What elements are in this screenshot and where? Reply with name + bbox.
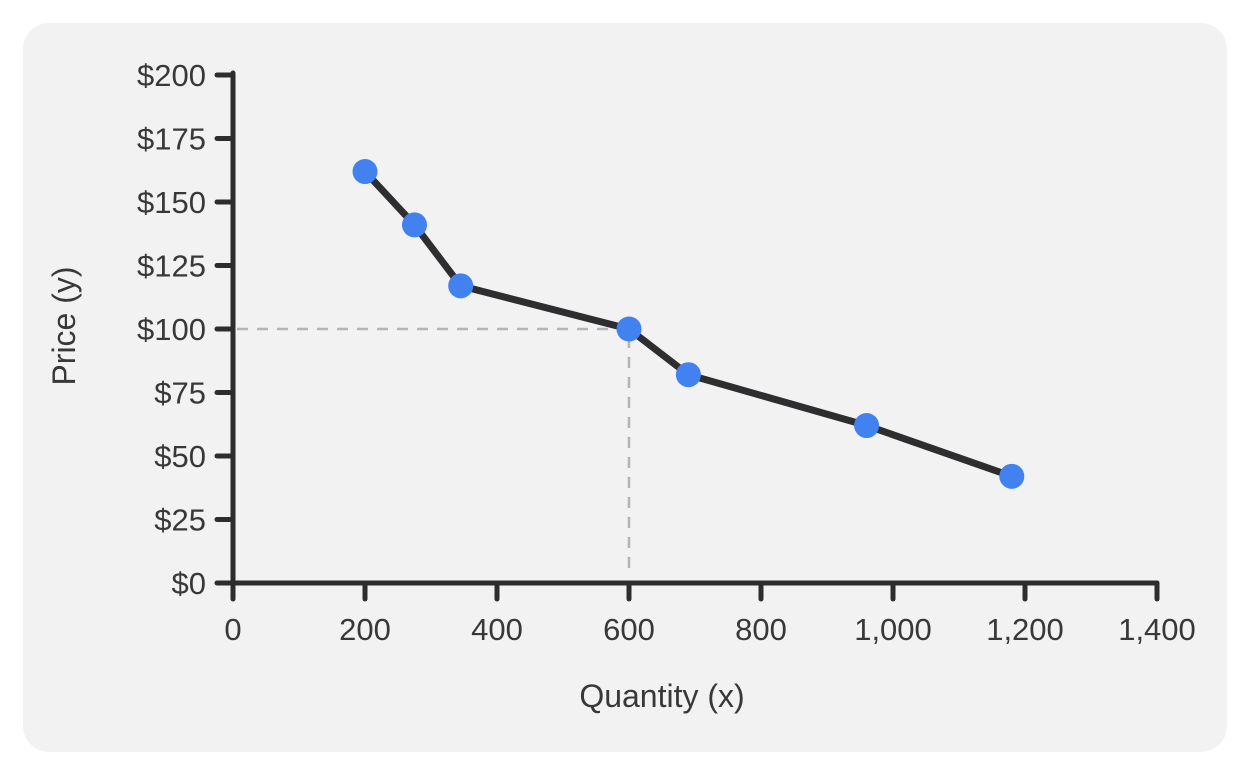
demand-curve-line xyxy=(361,168,1016,480)
x-tick-label: 600 xyxy=(603,612,655,647)
reference-lines-layer xyxy=(237,327,631,577)
axis-lines xyxy=(230,70,1160,586)
reference-dashed-lines xyxy=(237,327,631,577)
y-tick-label: $125 xyxy=(137,248,206,283)
data-point-marker xyxy=(999,463,1025,489)
x-tick-label: 200 xyxy=(339,612,391,647)
y-tick-label: $0 xyxy=(172,566,206,601)
y-axis-title: Price (y) xyxy=(46,266,82,385)
data-point-marker xyxy=(352,159,378,185)
x-tick-label: 1,200 xyxy=(986,612,1064,647)
data-point-marker xyxy=(448,273,474,299)
data-point-marker xyxy=(402,212,427,238)
x-tick-label: 400 xyxy=(471,612,523,647)
x-axis-title: Quantity (x) xyxy=(579,678,744,714)
chart-card xyxy=(23,23,1227,752)
axes-layer xyxy=(214,70,1160,602)
y-tick-label: $25 xyxy=(154,502,206,537)
y-tick-label: $200 xyxy=(137,58,206,93)
y-tick-label: $100 xyxy=(137,312,206,347)
x-tick-label: 800 xyxy=(735,612,787,647)
data-point-marker xyxy=(616,316,642,342)
data-point-marker xyxy=(854,413,880,439)
y-tick-label: $175 xyxy=(137,121,206,156)
series-layer xyxy=(352,159,1025,489)
tick-labels-layer: $0 $25 $50 $75 $100 $125 $150 $175 $200 0 200 400 60… xyxy=(137,58,1196,647)
y-tick-label: $50 xyxy=(154,439,206,474)
x-tick-label: 0 xyxy=(224,612,241,647)
x-tick-label: 1,400 xyxy=(1118,612,1196,647)
x-tick-label: 1,000 xyxy=(854,612,932,647)
y-tick-label: $150 xyxy=(137,185,206,220)
data-point-marker xyxy=(675,362,701,388)
y-tick-label: $75 xyxy=(154,375,206,410)
